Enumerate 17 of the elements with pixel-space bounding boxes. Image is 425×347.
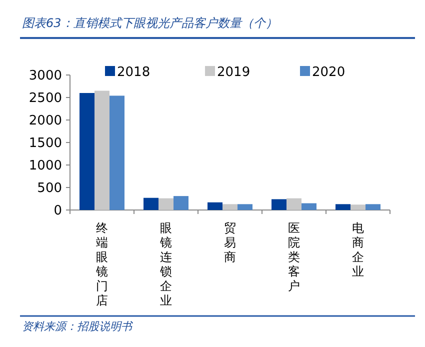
text: 资料来源：招股说明书 — [22, 320, 134, 333]
y-tick-label: 0 — [54, 204, 62, 218]
y-tick-label: 1000 — [28, 158, 62, 174]
x-tick-label: 眼镜连锁企业 — [159, 221, 172, 308]
y-tick-label: 2500 — [28, 91, 62, 106]
title: 图表63：直销模式下眼视光产品客户数量（个） — [22, 16, 278, 30]
y-tick-label: 2000 — [28, 114, 62, 128]
x-tick-label: 贸易商 — [224, 221, 236, 264]
y-tick-label: 500 — [37, 181, 62, 196]
legend-label: 2019 — [217, 65, 250, 80]
y-tick-label: 3000 — [28, 68, 62, 84]
y-tick-label: 1500 — [28, 136, 62, 151]
x-tick-label: 医院类客户 — [288, 221, 300, 293]
x-tick-label: 电商企业 — [352, 221, 364, 278]
x-tick-label: 终端眼镜门店 — [95, 221, 108, 308]
legend-label: 2020 — [312, 65, 346, 80]
legend-label: 2018 — [117, 65, 150, 80]
